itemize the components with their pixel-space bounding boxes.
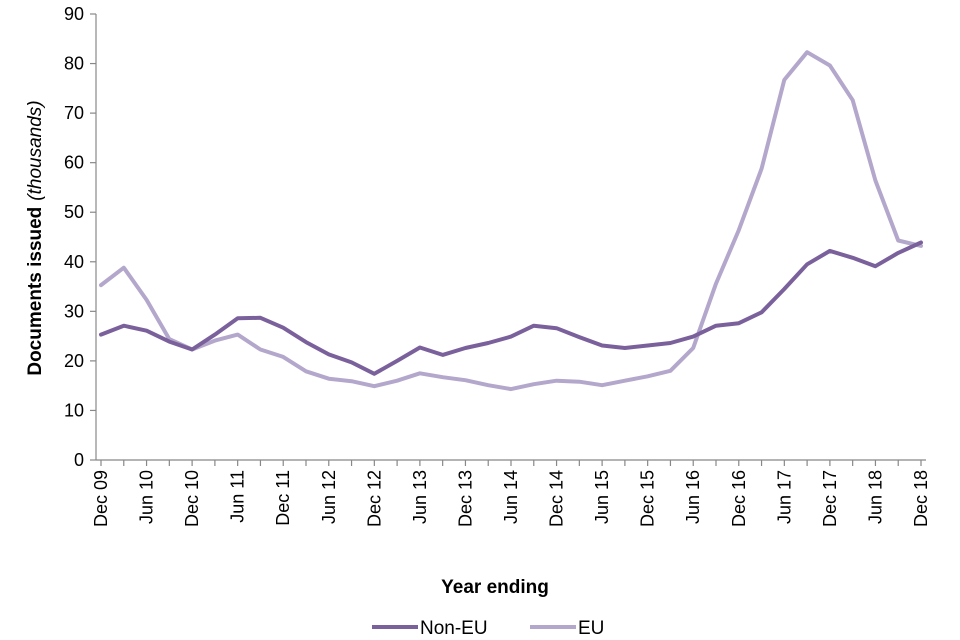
x-tick-label: Jun 12 <box>319 470 339 524</box>
x-tick-label: Dec 12 <box>364 470 384 527</box>
legend-label-eu: EU <box>578 618 604 639</box>
x-tick-label: Jun 14 <box>501 470 521 524</box>
x-tick-label: Dec 16 <box>729 470 749 527</box>
x-tick-label: Jun 11 <box>228 470 248 523</box>
x-axis-title: Year ending <box>441 577 549 598</box>
x-tick-label: Dec 18 <box>911 470 931 527</box>
y-tick-label: 60 <box>64 153 84 173</box>
x-tick-label: Jun 10 <box>137 470 157 524</box>
series-line-eu <box>99 50 923 392</box>
x-tick-label: Jun 17 <box>774 470 794 524</box>
x-tick-label: Jun 13 <box>410 470 430 524</box>
x-tick-label: Dec 17 <box>820 470 840 527</box>
y-tick-label: 80 <box>64 54 84 74</box>
x-tick-label: Jun 16 <box>683 470 703 524</box>
y-tick-label: 20 <box>64 351 84 371</box>
y-tick-label: 90 <box>64 4 84 24</box>
y-tick-label: 10 <box>64 400 84 420</box>
y-axis-title-main: Documents issued <box>25 207 46 376</box>
x-tick-label: Dec 10 <box>182 470 202 527</box>
y-axis-title-group: Documents issued (thousands) <box>25 100 46 375</box>
x-tick-label: Dec 15 <box>638 470 658 527</box>
y-tick-label: 0 <box>74 450 84 470</box>
y-tick-label: 30 <box>64 301 84 321</box>
legend-label-non-eu: Non-EU <box>420 618 488 639</box>
x-tick-label: Jun 18 <box>865 470 885 524</box>
x-tick-label: Dec 14 <box>547 470 567 527</box>
y-tick-label: 50 <box>64 202 84 222</box>
x-tick-label: Jun 15 <box>592 470 612 524</box>
y-axis-title: Documents issued (thousands) <box>25 100 46 375</box>
y-tick-label: 40 <box>64 252 84 272</box>
x-tick-label: Dec 13 <box>455 470 475 527</box>
series-line-non-eu <box>99 240 923 376</box>
x-tick-label: Dec 11 <box>273 470 293 526</box>
y-axis-title-unit: (thousands) <box>25 100 46 200</box>
y-tick-label: 70 <box>64 103 84 123</box>
x-tick-label: Dec 09 <box>91 470 111 527</box>
